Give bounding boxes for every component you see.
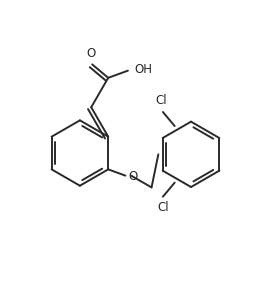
Text: Cl: Cl bbox=[156, 94, 167, 107]
Text: Cl: Cl bbox=[157, 201, 169, 214]
Text: OH: OH bbox=[134, 63, 152, 76]
Text: O: O bbox=[86, 47, 96, 60]
Text: O: O bbox=[128, 171, 138, 183]
